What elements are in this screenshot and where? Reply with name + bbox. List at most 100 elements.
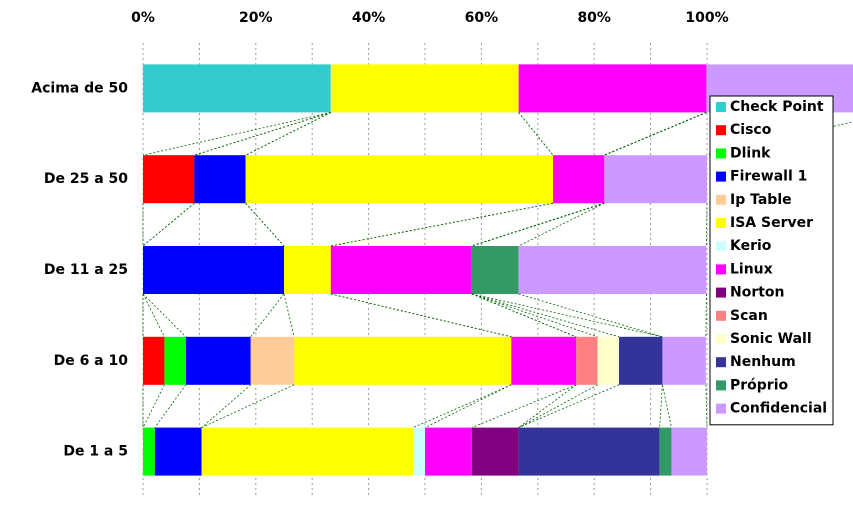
series-line xyxy=(250,293,285,338)
series-line xyxy=(518,202,605,247)
series-line xyxy=(518,293,663,338)
series-line xyxy=(471,293,620,338)
series-line xyxy=(706,203,708,247)
bar-segment xyxy=(164,336,186,385)
series-line xyxy=(659,384,663,428)
series-line xyxy=(518,112,554,156)
legend-label: Nenhum xyxy=(730,354,796,370)
bar-segment xyxy=(518,427,660,476)
bar-segment xyxy=(576,336,598,385)
series-line xyxy=(154,384,187,428)
bar-segment xyxy=(143,64,331,113)
series-line xyxy=(142,293,165,337)
legend-label: Ip Table xyxy=(730,192,792,208)
legend-label: Linux xyxy=(730,261,773,277)
bar-segment xyxy=(294,336,512,385)
legend-swatch xyxy=(716,218,726,228)
category-label: De 1 a 5 xyxy=(63,444,128,460)
category-label: Acima de 50 xyxy=(31,80,128,96)
bar-segment xyxy=(194,155,246,204)
series-line xyxy=(194,112,331,156)
series-line xyxy=(471,293,577,338)
bar-segment xyxy=(597,336,620,385)
legend-swatch xyxy=(716,264,726,275)
series-line xyxy=(142,202,195,247)
legend-swatch xyxy=(716,171,726,182)
legend-swatch xyxy=(716,125,726,136)
series-line xyxy=(245,112,331,156)
series-line xyxy=(201,384,295,428)
bar-segment xyxy=(201,427,414,476)
x-tick-label: 0% xyxy=(131,10,155,26)
series-line xyxy=(518,384,577,428)
bar-segment xyxy=(330,246,472,294)
legend-label: ISA Server xyxy=(730,215,813,231)
series-line xyxy=(245,202,285,247)
legend-swatch xyxy=(716,334,726,344)
bar-segment xyxy=(143,427,155,476)
legend-swatch xyxy=(716,102,726,112)
legend-swatch xyxy=(716,148,726,159)
series-line xyxy=(518,384,620,428)
series-line xyxy=(604,112,707,156)
legend-label: Norton xyxy=(730,285,785,301)
category-label: De 6 a 10 xyxy=(54,353,129,369)
series-line xyxy=(412,384,512,428)
series-line xyxy=(424,384,512,428)
series-line xyxy=(705,384,708,428)
bar-segment xyxy=(662,336,706,385)
bar-segment xyxy=(154,427,202,476)
bar-segment xyxy=(143,155,195,204)
x-tick-label: 80% xyxy=(577,10,611,26)
series-line xyxy=(662,384,672,428)
bar-segment xyxy=(671,427,707,476)
bar-segment xyxy=(511,336,577,385)
legend-swatch xyxy=(716,403,726,414)
legend-swatch xyxy=(716,310,726,321)
legend-label: Dlink xyxy=(730,145,771,161)
legend-label: Check Point xyxy=(730,99,824,115)
x-tick-label: 20% xyxy=(239,10,273,26)
legend-swatch xyxy=(716,287,726,298)
series-line xyxy=(518,384,598,428)
bar-segment xyxy=(619,336,663,385)
bar-segment xyxy=(143,336,165,385)
legend-label: Próprio xyxy=(730,377,789,393)
category-label: De 25 a 50 xyxy=(44,171,128,187)
bar-segment xyxy=(553,155,605,204)
bar-segment xyxy=(245,155,554,204)
legend-label: Confidencial xyxy=(730,401,827,417)
bar-segment xyxy=(518,246,707,294)
legend-label: Scan xyxy=(730,308,768,324)
legend-label: Sonic Wall xyxy=(730,331,812,347)
bar-segment xyxy=(425,427,472,476)
bar-segment xyxy=(250,336,295,385)
legend-swatch xyxy=(716,194,726,205)
legend-swatch xyxy=(716,357,726,368)
series-line xyxy=(142,112,331,156)
series-line xyxy=(142,293,187,338)
bar-segment xyxy=(413,427,425,476)
x-tick-label: 100% xyxy=(685,10,728,26)
legend-label: Cisco xyxy=(730,122,772,138)
bar-segment xyxy=(518,64,707,113)
bar-segment xyxy=(659,427,672,476)
legend-swatch xyxy=(716,241,726,252)
legend-label: Firewall 1 xyxy=(730,169,807,185)
series-line xyxy=(471,384,577,428)
series-line xyxy=(471,293,663,338)
series-line xyxy=(201,384,251,428)
series-line xyxy=(283,293,295,337)
series-line xyxy=(705,293,707,337)
legend-label: Kerio xyxy=(730,238,772,254)
series-line xyxy=(330,202,554,247)
series-line xyxy=(142,384,165,428)
bar-segment xyxy=(330,64,519,113)
bar-segment xyxy=(604,155,707,204)
series-line xyxy=(471,293,598,338)
series-line xyxy=(471,202,605,247)
bar-segment xyxy=(471,246,519,294)
bar-segment xyxy=(185,336,251,385)
category-label: De 11 a 25 xyxy=(44,262,128,278)
